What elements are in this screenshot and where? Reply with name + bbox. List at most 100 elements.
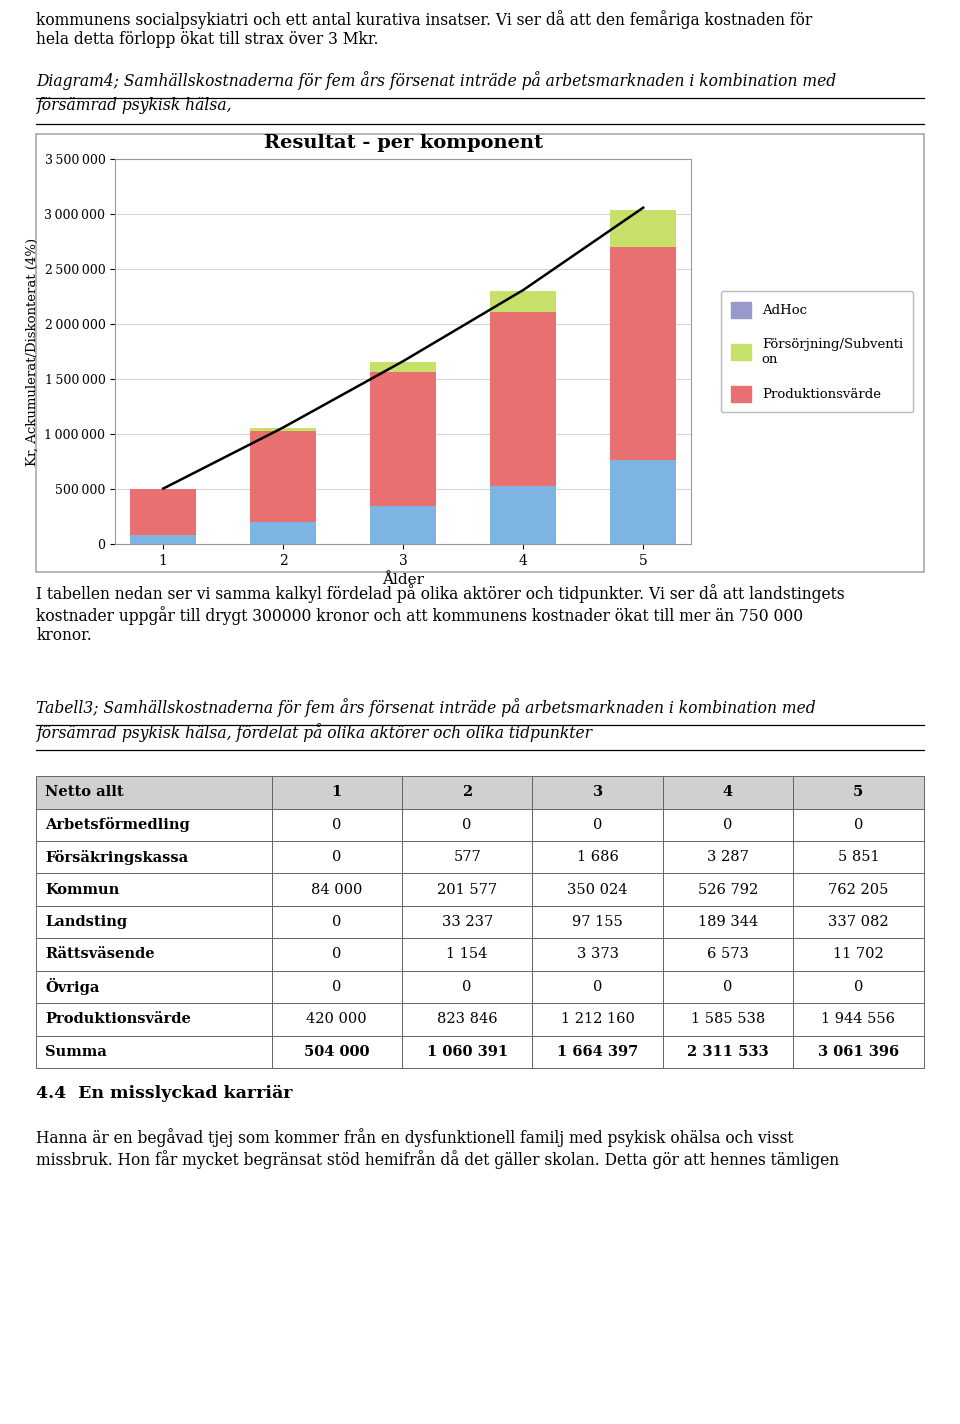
Text: 526 792: 526 792	[698, 883, 758, 897]
Bar	[371, 506, 436, 544]
Y-axis label: Kr, Ackumulerat/Diskonterat (4%): Kr, Ackumulerat/Diskonterat (4%)	[26, 238, 39, 466]
Text: Arbetsförmedling: Arbetsförmedling	[45, 817, 190, 832]
FancyBboxPatch shape	[402, 1002, 533, 1035]
Text: 2 311 533: 2 311 533	[687, 1045, 769, 1059]
FancyBboxPatch shape	[402, 776, 533, 809]
Text: 3 287: 3 287	[707, 850, 749, 864]
FancyBboxPatch shape	[533, 873, 662, 906]
Text: 0: 0	[332, 817, 342, 832]
FancyBboxPatch shape	[533, 842, 662, 873]
FancyBboxPatch shape	[36, 842, 272, 873]
FancyBboxPatch shape	[402, 938, 533, 971]
Bar	[251, 431, 316, 521]
Text: Produktionsvärde: Produktionsvärde	[45, 1012, 191, 1027]
FancyBboxPatch shape	[793, 938, 924, 971]
Text: 0: 0	[853, 817, 863, 832]
Text: Hanna är en begåvad tjej som kommer från en dysfunktionell familj med psykisk oh: Hanna är en begåvad tjej som kommer från…	[36, 1128, 840, 1169]
FancyBboxPatch shape	[272, 1002, 402, 1035]
FancyBboxPatch shape	[793, 1035, 924, 1068]
Text: 11 702: 11 702	[833, 947, 884, 961]
Text: 1 686: 1 686	[577, 850, 618, 864]
FancyBboxPatch shape	[402, 873, 533, 906]
FancyBboxPatch shape	[533, 776, 662, 809]
FancyBboxPatch shape	[36, 971, 272, 1002]
Text: 33 237: 33 237	[442, 916, 492, 928]
FancyBboxPatch shape	[793, 906, 924, 938]
FancyBboxPatch shape	[36, 906, 272, 938]
FancyBboxPatch shape	[662, 842, 793, 873]
FancyBboxPatch shape	[402, 842, 533, 873]
Text: 0: 0	[853, 980, 863, 994]
FancyBboxPatch shape	[662, 1002, 793, 1035]
Text: Summa: Summa	[45, 1045, 108, 1059]
FancyBboxPatch shape	[36, 809, 272, 842]
FancyBboxPatch shape	[793, 1002, 924, 1035]
FancyBboxPatch shape	[533, 906, 662, 938]
Text: 0: 0	[723, 817, 732, 832]
Text: 0: 0	[332, 916, 342, 928]
Text: Övriga: Övriga	[45, 978, 100, 995]
Text: kommunens socialpsykiatri och ett antal kurativa insatser. Vi ser då att den fem: kommunens socialpsykiatri och ett antal …	[36, 10, 813, 48]
Text: försämrad psykisk hälsa, fördelat på olika aktörer och olika tidpunkter: försämrad psykisk hälsa, fördelat på oli…	[36, 723, 592, 742]
Bar	[491, 486, 556, 544]
Text: 420 000: 420 000	[306, 1012, 367, 1027]
FancyBboxPatch shape	[793, 873, 924, 906]
Bar	[131, 488, 196, 535]
FancyBboxPatch shape	[662, 1035, 793, 1068]
Text: 823 846: 823 846	[437, 1012, 497, 1027]
FancyBboxPatch shape	[533, 1002, 662, 1035]
FancyBboxPatch shape	[533, 938, 662, 971]
Text: Netto allt: Netto allt	[45, 785, 124, 799]
Bar	[611, 209, 676, 246]
FancyBboxPatch shape	[272, 776, 402, 809]
Text: I tabellen nedan ser vi samma kalkyl fördelad på olika aktörer och tidpunkter. V: I tabellen nedan ser vi samma kalkyl för…	[36, 584, 845, 644]
Text: 1 154: 1 154	[446, 947, 488, 961]
Text: Kommun: Kommun	[45, 883, 120, 897]
Text: 0: 0	[463, 817, 471, 832]
Text: 337 082: 337 082	[828, 916, 889, 928]
Text: 97 155: 97 155	[572, 916, 623, 928]
Text: 3 373: 3 373	[577, 947, 618, 961]
Text: 1 664 397: 1 664 397	[557, 1045, 638, 1059]
Text: 1 060 391: 1 060 391	[426, 1045, 508, 1059]
Text: Tabell3; Samhällskostnaderna för fem års försenat inträde på arbetsmarknaden i k: Tabell3; Samhällskostnaderna för fem års…	[36, 698, 816, 716]
FancyBboxPatch shape	[793, 776, 924, 809]
FancyBboxPatch shape	[36, 1035, 272, 1068]
Text: 0: 0	[723, 980, 732, 994]
FancyBboxPatch shape	[793, 842, 924, 873]
FancyBboxPatch shape	[533, 971, 662, 1002]
FancyBboxPatch shape	[36, 776, 272, 809]
Text: försämrad psykisk hälsa,: försämrad psykisk hälsa,	[36, 97, 232, 114]
FancyBboxPatch shape	[272, 906, 402, 938]
Bar	[251, 427, 316, 431]
Bar	[371, 362, 436, 372]
FancyBboxPatch shape	[402, 906, 533, 938]
Text: 4: 4	[723, 785, 733, 799]
Text: 3: 3	[592, 785, 603, 799]
FancyBboxPatch shape	[272, 842, 402, 873]
FancyBboxPatch shape	[272, 971, 402, 1002]
Bar	[491, 290, 556, 312]
Text: 0: 0	[332, 947, 342, 961]
FancyBboxPatch shape	[793, 971, 924, 1002]
FancyBboxPatch shape	[662, 873, 793, 906]
Text: 1 212 160: 1 212 160	[561, 1012, 635, 1027]
Text: 1 585 538: 1 585 538	[691, 1012, 765, 1027]
Text: 350 024: 350 024	[567, 883, 628, 897]
Text: Diagram4; Samhällskostnaderna för fem års försenat inträde på arbetsmarknaden i : Diagram4; Samhällskostnaderna för fem år…	[36, 71, 836, 90]
FancyBboxPatch shape	[36, 938, 272, 971]
Text: 5 851: 5 851	[837, 850, 879, 864]
FancyBboxPatch shape	[662, 971, 793, 1002]
FancyBboxPatch shape	[533, 1035, 662, 1068]
Text: 201 577: 201 577	[437, 883, 497, 897]
Text: 504 000: 504 000	[304, 1045, 370, 1059]
Legend: AdHoc, Försörjning/Subventi
on, Produktionsvärde: AdHoc, Försörjning/Subventi on, Produkti…	[721, 292, 913, 412]
Text: 2: 2	[462, 785, 472, 799]
Bar	[371, 372, 436, 506]
FancyBboxPatch shape	[272, 1035, 402, 1068]
FancyBboxPatch shape	[402, 809, 533, 842]
Bar	[611, 460, 676, 544]
FancyBboxPatch shape	[36, 1002, 272, 1035]
FancyBboxPatch shape	[272, 873, 402, 906]
Text: 3 061 396: 3 061 396	[818, 1045, 899, 1059]
